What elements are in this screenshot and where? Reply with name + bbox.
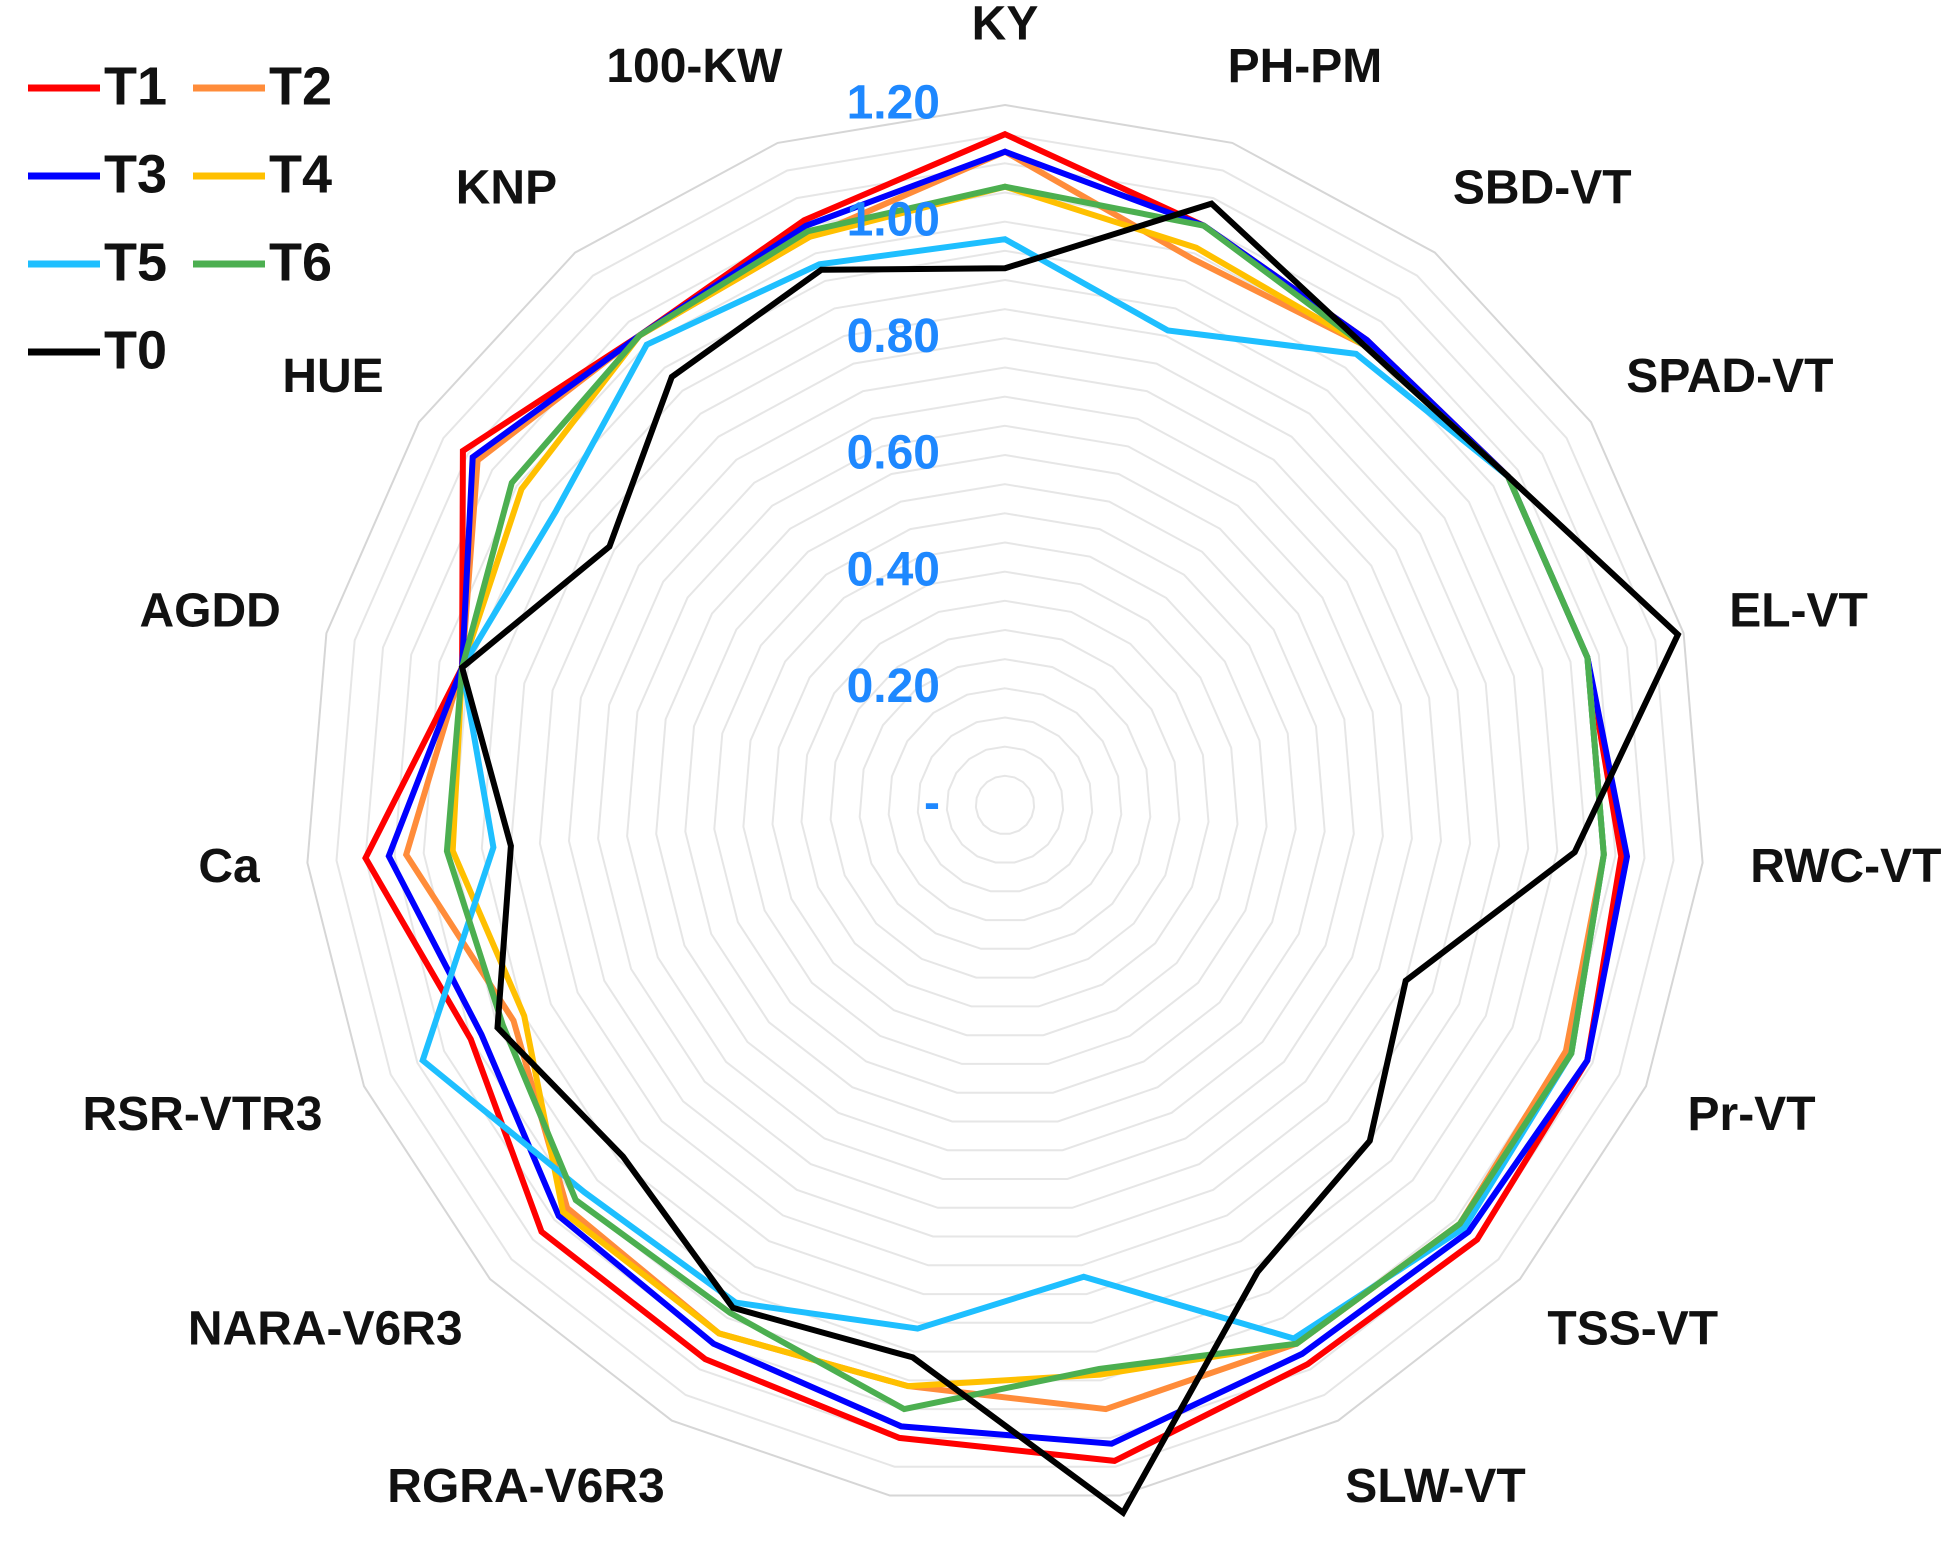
grid-ring [684,483,1326,1123]
legend-label-t1: T1 [104,56,167,116]
axis-label-agdd: AGDD [139,585,280,638]
axis-label-nara-v6r3: NARA-V6R3 [188,1303,463,1356]
grid-ring [655,453,1355,1152]
axis-label-rsr-vtr3: RSR-VTR3 [82,1088,322,1141]
axis-label-el-vt: EL-VT [1729,585,1868,638]
grid-ring [945,745,1065,864]
tick-labels: - 0.20 0.40 0.60 0.80 1.00 1.20 [847,77,940,830]
grid-ring [567,366,1443,1238]
legend: T1 T2 T3 T4 T5 T6 T0 [28,56,332,380]
axis-label-rwc-vt: RWC-VT [1750,840,1941,893]
grid-ring [713,512,1297,1094]
axis-label-slw-vt: SLW-VT [1345,1460,1525,1513]
legend-label-t6: T6 [269,232,332,292]
grid-ring [916,716,1094,893]
grid-ring [480,278,1530,1324]
grid-ring [887,687,1123,922]
axis-label-rgra-v6r3: RGRA-V6R3 [387,1460,664,1513]
axis-label-tss-vt: TSS-VT [1547,1303,1718,1356]
legend-label-t2: T2 [269,56,332,116]
grid-ring [335,133,1675,1468]
tick-label: 1.00 [847,193,940,246]
axis-label-spad-vt: SPAD-VT [1626,350,1833,403]
tick-label: 0.60 [847,427,940,480]
axis-label-100-kw: 100-KW [606,40,783,93]
axis-label-knp: KNP [456,162,557,215]
legend-label-t4: T4 [269,144,332,204]
grid-ring [974,774,1036,835]
axis-label-ph-pm: PH-PM [1228,40,1383,93]
series-line-t2 [402,148,1607,1413]
axis-label-la-vt: LA-VT [1062,1543,1203,1549]
axis-label-pr-vt: Pr-VT [1688,1088,1816,1141]
grid-ring [829,628,1181,979]
grid-ring [626,424,1384,1180]
grid-ring [451,249,1559,1353]
series-line-t1 [362,130,1625,1464]
legend-label-t5: T5 [104,232,167,292]
grid-ring [742,541,1268,1065]
axis-labels: KY PH-PM SBD-VT SPAD-VT EL-VT RWC-VT Pr-VT TSS-… [82,0,1941,1549]
series-line-t0 [458,200,1682,1518]
grid-ring [597,395,1413,1209]
tick-label: 0.20 [847,660,940,713]
grid-ring [538,337,1472,1267]
grid-ring [800,599,1210,1008]
grid-ring [306,103,1704,1497]
axis-label-ky: KY [972,0,1039,51]
axis-label-apb-vt: APB-VT [788,1543,967,1549]
grid-ring [771,570,1239,1037]
legend-label-t0: T0 [104,320,167,380]
legend-label-t3: T3 [104,144,167,204]
tick-label: 0.40 [847,543,940,596]
axis-label-sbd-vt: SBD-VT [1453,162,1632,215]
series-layer [362,130,1682,1518]
grid-ring [858,658,1152,950]
tick-label: - [924,777,940,830]
grid-ring [509,308,1501,1296]
radar-grid [306,103,1704,1497]
axis-label-ca: Ca [198,840,260,893]
tick-label: 1.20 [847,77,940,130]
series-line-t6 [443,183,1607,1413]
tick-label: 0.80 [847,310,940,363]
axis-label-hue: HUE [282,350,383,403]
